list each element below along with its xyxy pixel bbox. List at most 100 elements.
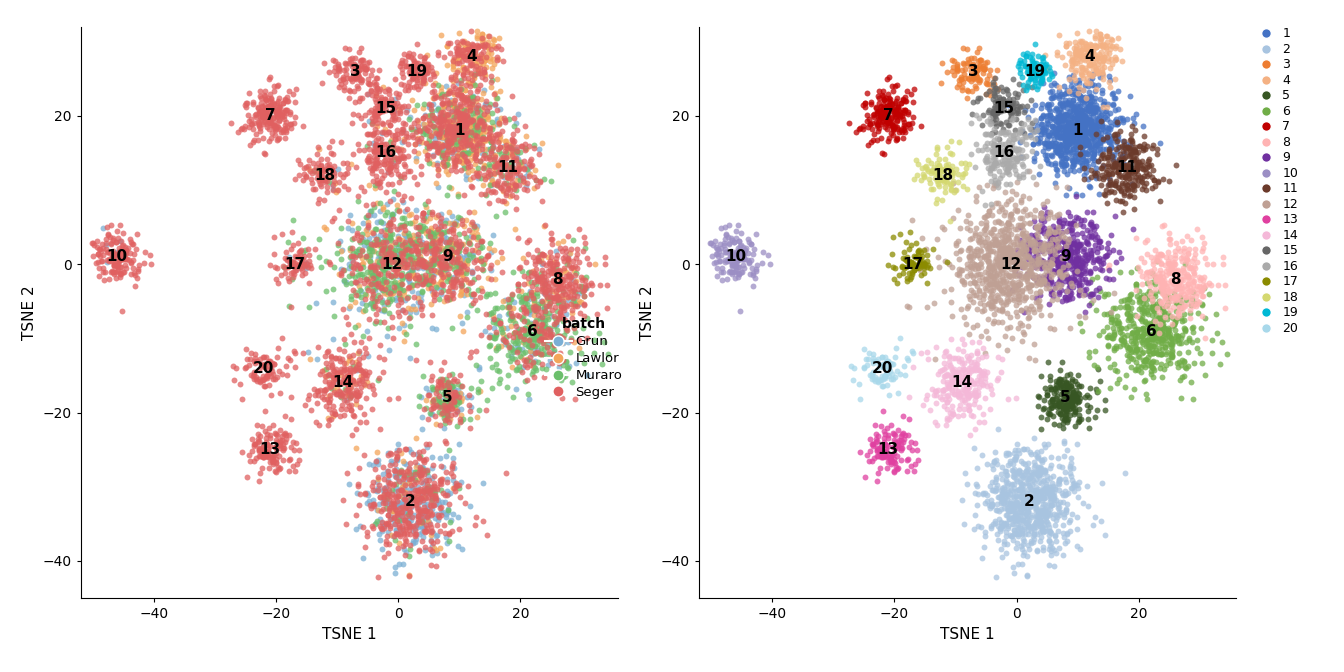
Point bbox=[1040, 538, 1062, 548]
Point bbox=[327, 239, 348, 250]
Point bbox=[1050, 408, 1071, 419]
Point bbox=[982, 296, 1004, 306]
Point bbox=[984, 88, 1005, 99]
Point bbox=[407, 496, 429, 507]
Point bbox=[559, 346, 581, 357]
Point bbox=[425, 233, 446, 244]
Point bbox=[405, 272, 426, 283]
Point bbox=[441, 392, 462, 403]
Point bbox=[1054, 155, 1075, 166]
Point bbox=[1040, 276, 1062, 287]
Point bbox=[1043, 140, 1064, 151]
Point bbox=[1055, 241, 1077, 252]
Point bbox=[937, 171, 958, 182]
Point bbox=[1009, 235, 1031, 245]
Point bbox=[249, 117, 270, 128]
Point bbox=[722, 260, 743, 271]
Point bbox=[423, 542, 445, 553]
Point bbox=[89, 270, 110, 281]
Point bbox=[415, 475, 437, 486]
Point bbox=[1113, 331, 1134, 342]
Point bbox=[1116, 182, 1137, 193]
Point bbox=[1101, 186, 1122, 197]
Point bbox=[422, 403, 444, 414]
Point bbox=[1007, 220, 1028, 231]
Point bbox=[991, 482, 1012, 493]
Point bbox=[1048, 142, 1070, 153]
Point bbox=[996, 164, 1017, 175]
Point bbox=[1089, 36, 1110, 47]
Point bbox=[1058, 234, 1079, 245]
Point bbox=[499, 301, 520, 312]
Point bbox=[444, 277, 465, 288]
Point bbox=[1008, 502, 1030, 513]
Point bbox=[1093, 174, 1114, 185]
Point bbox=[411, 423, 433, 434]
Point bbox=[359, 249, 380, 260]
Point bbox=[112, 240, 133, 251]
Point bbox=[534, 337, 555, 348]
Point bbox=[1164, 336, 1185, 347]
Point bbox=[407, 132, 429, 143]
Point bbox=[422, 276, 444, 286]
Point bbox=[507, 356, 528, 367]
Point bbox=[394, 498, 415, 509]
Point bbox=[1083, 134, 1105, 144]
Point bbox=[466, 32, 488, 43]
Point bbox=[1055, 413, 1077, 423]
Point bbox=[937, 257, 958, 267]
Point bbox=[273, 429, 294, 439]
Point bbox=[1146, 332, 1168, 343]
Point bbox=[413, 505, 434, 515]
Point bbox=[441, 286, 462, 296]
Point bbox=[405, 466, 426, 477]
Point bbox=[427, 49, 449, 60]
Point bbox=[997, 283, 1019, 294]
Point bbox=[1086, 123, 1107, 134]
Point bbox=[375, 237, 396, 247]
Point bbox=[360, 89, 382, 100]
Point bbox=[434, 396, 456, 407]
Point bbox=[349, 337, 371, 347]
Point bbox=[411, 275, 433, 286]
Point bbox=[1145, 316, 1167, 327]
Point bbox=[437, 503, 458, 514]
Point bbox=[359, 255, 380, 266]
Point bbox=[517, 167, 539, 177]
Point bbox=[379, 120, 401, 130]
Point bbox=[956, 216, 977, 226]
Point bbox=[372, 218, 394, 228]
Point bbox=[411, 527, 433, 538]
Point bbox=[371, 105, 392, 116]
Point bbox=[421, 247, 442, 258]
Point bbox=[449, 397, 470, 408]
Point bbox=[430, 86, 452, 97]
Point bbox=[542, 286, 563, 296]
Point bbox=[896, 275, 918, 286]
Point bbox=[437, 98, 458, 109]
Point bbox=[375, 536, 396, 547]
Point bbox=[1087, 292, 1109, 302]
Point bbox=[344, 287, 366, 298]
Point bbox=[1103, 130, 1125, 140]
Point bbox=[407, 452, 429, 462]
Point bbox=[425, 91, 446, 101]
Point bbox=[871, 452, 892, 463]
Point bbox=[1081, 50, 1102, 60]
Point bbox=[1012, 161, 1034, 171]
Point bbox=[329, 387, 351, 398]
Point bbox=[1011, 290, 1032, 300]
Point bbox=[1003, 562, 1024, 573]
Point bbox=[1024, 520, 1046, 531]
Point bbox=[968, 488, 989, 499]
Point bbox=[1040, 495, 1062, 505]
Point bbox=[957, 392, 978, 403]
Point bbox=[452, 263, 473, 274]
Point bbox=[399, 270, 421, 281]
Point bbox=[993, 210, 1015, 220]
Point bbox=[857, 347, 879, 358]
Point bbox=[363, 159, 384, 170]
Point bbox=[294, 267, 316, 278]
Point bbox=[379, 522, 401, 533]
Point bbox=[487, 158, 508, 169]
